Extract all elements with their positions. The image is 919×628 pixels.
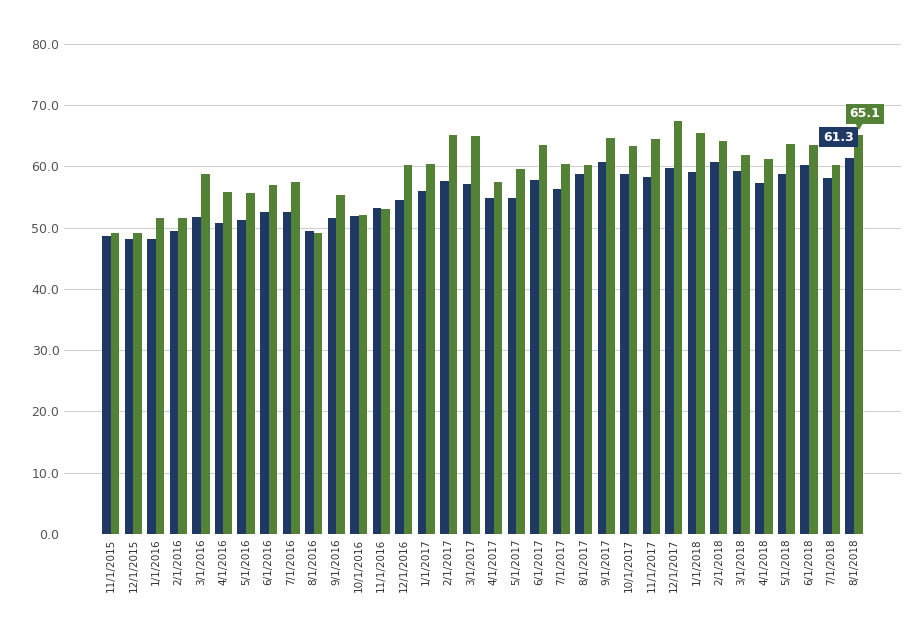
Bar bbox=[575, 174, 584, 534]
Bar bbox=[854, 135, 863, 534]
Bar bbox=[313, 233, 323, 534]
Bar bbox=[652, 139, 660, 534]
Bar bbox=[777, 175, 787, 534]
Bar bbox=[111, 232, 119, 534]
Bar bbox=[327, 219, 336, 534]
Bar bbox=[584, 165, 593, 534]
Bar bbox=[178, 219, 187, 534]
Bar bbox=[674, 121, 683, 534]
Bar bbox=[597, 161, 607, 534]
Bar bbox=[395, 200, 403, 534]
Bar bbox=[764, 159, 773, 534]
Bar bbox=[507, 198, 516, 534]
Bar bbox=[246, 193, 255, 534]
Bar bbox=[823, 178, 832, 534]
Bar bbox=[516, 170, 525, 534]
Bar bbox=[440, 180, 448, 534]
Bar bbox=[403, 165, 413, 534]
Bar bbox=[562, 164, 570, 534]
Bar bbox=[462, 183, 471, 534]
Bar bbox=[381, 209, 390, 534]
Bar bbox=[372, 208, 381, 534]
Bar bbox=[755, 183, 764, 534]
Bar bbox=[800, 165, 809, 534]
Bar bbox=[350, 216, 358, 534]
Bar bbox=[291, 182, 300, 534]
Bar bbox=[305, 231, 313, 534]
Text: 65.1: 65.1 bbox=[850, 107, 880, 121]
Bar bbox=[687, 172, 697, 534]
Bar bbox=[448, 135, 458, 534]
Bar bbox=[336, 195, 345, 534]
Bar bbox=[629, 146, 638, 534]
Bar bbox=[665, 168, 674, 534]
Bar bbox=[426, 164, 435, 534]
Bar bbox=[485, 198, 494, 534]
Text: 61.3: 61.3 bbox=[823, 131, 854, 144]
Bar bbox=[832, 165, 840, 534]
Bar bbox=[607, 138, 615, 534]
Bar bbox=[282, 212, 291, 534]
Bar bbox=[642, 178, 652, 534]
Bar bbox=[268, 185, 278, 534]
Bar bbox=[170, 230, 178, 534]
Bar bbox=[237, 220, 246, 534]
Bar bbox=[471, 136, 480, 534]
Bar bbox=[201, 174, 210, 534]
Bar bbox=[215, 223, 223, 534]
Bar bbox=[845, 158, 854, 534]
Bar bbox=[358, 215, 368, 534]
Bar bbox=[156, 219, 165, 534]
Bar bbox=[552, 189, 562, 534]
Bar bbox=[719, 141, 728, 534]
Bar bbox=[260, 212, 268, 534]
Bar bbox=[742, 154, 750, 534]
Bar bbox=[809, 145, 818, 534]
Bar bbox=[102, 236, 111, 534]
Text: Chart created by MIQ Logistics 09/05/18. Source: Institute for Supply Management: Chart created by MIQ Logistics 09/05/18.… bbox=[9, 604, 815, 616]
Bar bbox=[697, 133, 705, 534]
Bar bbox=[539, 145, 548, 534]
Bar bbox=[147, 239, 156, 534]
Bar bbox=[732, 171, 742, 534]
Bar bbox=[710, 161, 719, 534]
Bar bbox=[192, 217, 201, 534]
Bar bbox=[787, 144, 795, 534]
Bar bbox=[417, 191, 426, 534]
Bar bbox=[223, 192, 233, 534]
Bar bbox=[530, 180, 539, 534]
Bar bbox=[133, 232, 142, 534]
Bar bbox=[125, 239, 133, 534]
Bar bbox=[620, 175, 629, 534]
Bar bbox=[494, 181, 503, 534]
